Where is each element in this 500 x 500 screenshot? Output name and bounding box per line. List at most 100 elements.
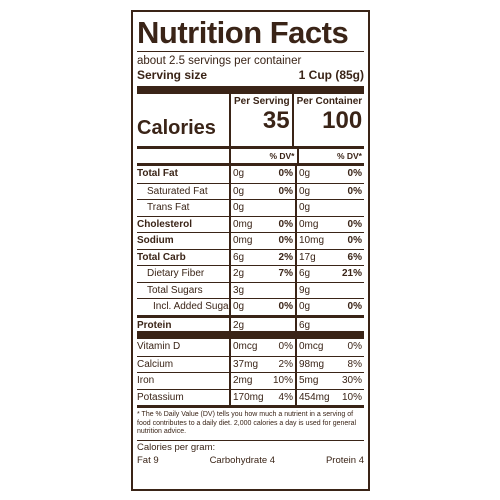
amount-container: 5mg [295,373,331,389]
dv-serving: 2% [278,358,293,370]
daily-value-footnote: * The % Daily Value (DV) tells you how m… [137,411,357,435]
dv-container: 10% [341,391,362,403]
divider-thick [137,163,364,166]
amount-serving: 6g [229,249,265,265]
vitamin-name: Vitamin D [137,341,181,352]
nutrient-row: Total Sugars 3g 9g [137,281,364,299]
vitamin-row: Iron 2mg 10% 5mg 30% [137,372,364,389]
serving-size-row: Serving size 1 Cup (85g) [137,68,364,83]
per-serving-header: Per Serving [234,96,290,107]
nutrient-name: Saturated Fat [147,185,208,197]
amount-serving: 0mg [229,233,265,249]
label-title: Nutrition Facts [137,15,349,50]
dv-serving [265,200,295,216]
amount-serving: 170mg [229,389,265,405]
amount-serving: 0g [229,299,265,315]
dv-serving [265,318,295,332]
protein-per-gram: Protein 4 [325,454,364,466]
dv-header-row: % DV* % DV* [137,149,364,163]
nutrient-row: Trans Fat 0g 0g [137,199,364,216]
amount-serving: 3g [229,282,265,298]
nutrient-row: Dietary Fiber 2g 7% 6g 21% [137,265,364,282]
dv-serving: 0% [278,235,293,246]
divider-thick [137,86,364,94]
amount-serving: 0g [229,183,265,199]
amount-serving: 0mg [229,216,265,232]
dv-serving: 7% [278,268,293,279]
nutrient-name: Total Sugars [147,284,203,296]
amount-container: 6g [295,266,331,282]
nutrient-row: Cholesterol 0mg 0% 0mg 0% [137,215,364,232]
nutrient-row: Protein 2g 6g [137,314,364,332]
nutrition-facts-label: Nutrition Facts about 2.5 servings per c… [131,10,370,491]
amount-container: 17g [295,249,331,265]
dv-serving: 0% [278,301,293,312]
dv-container: 0% [347,235,362,246]
nutrient-row: Saturated Fat 0g 0% 0g 0% [137,182,364,199]
dv-container: 0% [347,341,362,352]
calories-per-serving-value: 35 [262,107,290,134]
nutrient-name: Total Carb [137,251,186,263]
amount-container: 9g [295,282,331,298]
dv-serving: 0% [278,185,293,197]
calories-per-gram-label: Calories per gram: [137,441,216,453]
dv-container: 0% [347,185,362,197]
nutrient-row: Total Fat 0g 0% 0g 0% [137,166,364,183]
nutrient-name: Dietary Fiber [147,268,205,279]
serving-size-value: 1 Cup (85g) [298,68,364,82]
vitamin-row: Calcium 37mg 2% 98mg 8% [137,355,364,372]
amount-container: 0g [295,183,331,199]
amount-serving: 0mcg [229,339,265,356]
dv-serving: 0% [278,341,293,352]
divider-medium [137,146,364,149]
carb-per-gram: Carbohydrate 4 [209,454,276,466]
calories-label: Calories [137,117,216,139]
vitamin-name: Iron [137,375,155,386]
dv-header-container: % DV* [296,149,365,163]
vitamin-table: Vitamin D 0mcg 0% 0mcg 0% Calcium 37mg 2… [137,339,364,405]
dv-serving: 2% [278,251,293,263]
amount-container: 0g [295,299,331,315]
amount-container: 10mg [295,233,331,249]
nutrient-name: Protein [137,319,172,331]
calories-per-container: Per Container 100 [291,94,365,146]
divider [137,439,364,441]
dv-serving [265,283,295,299]
nutrient-row: Incl. Added Sugars 0g 0% 0g 0% [137,298,364,315]
divider-medium [137,405,364,408]
amount-serving: 0g [229,200,265,216]
vitamin-name: Calcium [137,358,174,370]
nutrient-row: Sodium 0mg 0% 10mg 0% [137,232,364,249]
servings-per-container: about 2.5 servings per container [137,55,302,67]
dv-container [331,200,364,216]
nutrient-name: Sodium [137,235,174,246]
dv-serving: 0% [278,168,293,179]
nutrient-row: Total Carb 6g 2% 17g 6% [137,248,364,265]
dv-container: 0% [347,218,362,230]
nutrient-name: Trans Fat [147,202,190,213]
dv-container: 8% [347,358,362,370]
amount-serving: 2mg [229,373,265,389]
serving-size-label: Serving size [137,68,208,82]
fat-per-gram: Fat 9 [137,454,159,466]
dv-container: 30% [341,375,362,386]
nutrient-table: Total Fat 0g 0% 0g 0% Saturated Fat 0g 0… [137,166,364,331]
amount-serving: 2g [229,317,265,331]
dv-serving: 0% [278,218,293,230]
nutrient-name: Incl. Added Sugars [153,301,229,312]
dv-header-serving: % DV* [229,149,297,163]
nutrient-name: Cholesterol [137,218,193,230]
amount-container: 0g [295,200,331,216]
dv-container: 0% [347,168,362,179]
calories-per-serving: Per Serving 35 [229,94,292,146]
dv-container: 21% [341,268,362,279]
calories-block: Calories Per Serving 35 Per Container 10… [137,94,364,146]
vitamin-row: Potassium 170mg 4% 454mg 10% [137,388,364,405]
vitamin-name: Potassium [137,391,184,403]
divider-thick [137,331,364,339]
dv-container: 6% [347,251,362,263]
amount-container: 454mg [295,389,331,405]
calories-per-gram-row: Fat 9 Carbohydrate 4 Protein 4 [137,454,364,467]
amount-container: 0mcg [295,339,331,356]
dv-container [331,318,364,332]
